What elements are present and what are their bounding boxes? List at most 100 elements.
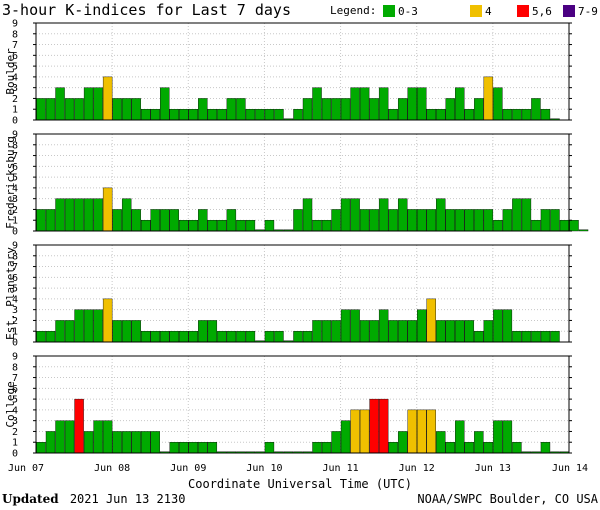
k-index-bar [179,331,189,343]
k-index-bar [340,309,351,343]
k-index-bar [321,220,332,232]
y-tick-label: 3 [12,416,18,427]
legend-swatch-1 [470,5,482,17]
k-index-bar [264,109,275,121]
k-index-bar [359,320,370,343]
k-index-bar [131,431,141,454]
legend-item-0: 0-3 [398,5,418,18]
k-index-bar [264,442,275,454]
k-index-bar [207,220,218,232]
k-index-bar [436,431,446,454]
k-index-bar [331,431,341,454]
k-index-bar [217,109,227,121]
k-index-bar [140,109,151,121]
k-index-bar [188,331,199,343]
k-index-bar [293,331,303,343]
k-index-bar [378,398,389,454]
k-index-bar [445,320,455,343]
k-index-bar [160,331,170,343]
k-index-bar [455,320,465,343]
y-tick-label: 4 [12,183,18,194]
x-tick-label: Jun 07 [8,463,44,474]
legend-label: Legend: [330,4,376,17]
k-index-bar [502,109,513,121]
k-index-bar [93,198,103,232]
k-index-bar [359,409,370,454]
k-index-bar [483,320,494,343]
k-index-bar [83,87,94,121]
k-index-bar [207,320,218,343]
k-index-bar [521,198,532,232]
y-tick-label: 6 [12,384,18,395]
k-index-bar [150,209,160,232]
k-index-bar [464,209,475,232]
panel-frame [35,133,570,232]
k-index-bar [64,198,75,232]
k-index-bar [293,109,303,121]
k-index-bar [559,220,570,232]
k-index-bar [169,109,179,121]
y-tick-label: 0 [12,227,18,238]
k-index-bar [493,87,503,121]
source-credit: NOAA/SWPC Boulder, CO USA [417,492,598,506]
k-index-bar [217,220,227,232]
k-index-bar [245,109,256,121]
k-index-bar [169,331,179,343]
k-index-bar [359,209,370,232]
y-tick-label: 8 [12,251,18,262]
k-index-bar [321,98,332,121]
k-index-bar [179,220,189,232]
k-index-bar [121,98,132,121]
k-index-bar [578,229,589,232]
k-index-bar [512,109,522,121]
y-tick-label: 7 [12,262,18,273]
k-index-bar [64,420,75,454]
k-index-bar [169,209,179,232]
k-index-bar [207,442,218,454]
k-index-bar [302,198,313,232]
k-index-bar [140,220,151,232]
k-index-bar [217,331,227,343]
k-index-bar [102,420,113,454]
k-index-bar [36,98,46,121]
k-index-bar [93,309,103,343]
k-index-bar [426,109,436,121]
k-index-bar [245,331,256,343]
k-index-bar [350,409,360,454]
panel-name: Est. Planetary [4,247,17,340]
k-index-bar [397,98,408,121]
panel-name: College [4,381,17,427]
k-index-bar [417,87,427,121]
y-tick-label: 9 [12,352,18,363]
k-index-bar [455,420,465,454]
y-tick-label: 7 [12,40,18,51]
k-index-bar [93,420,103,454]
k-index-bar [540,442,551,454]
k-index-bar [436,109,446,121]
k-index-bar [397,198,408,232]
k-index-bar [521,109,532,121]
k-index-bar [455,87,465,121]
k-index-bar [36,331,46,343]
y-tick-label: 6 [12,162,18,173]
k-index-bar [179,442,189,454]
k-index-bar [550,209,560,232]
k-index-bar [321,320,332,343]
k-index-bar [198,442,208,454]
k-index-bar [350,87,360,121]
k-index-bar [236,220,246,232]
k-index-bar [493,220,503,232]
k-index-bar [531,220,541,232]
k-index-bar [512,331,522,343]
k-index-bar [255,109,265,121]
k-index-bar [464,320,475,343]
k-index-bar [474,331,484,343]
k-index-bar [226,98,237,121]
k-index-bar [293,209,303,232]
y-tick-label: 4 [12,294,18,305]
k-index-bar [198,320,208,343]
k-index-bar [540,109,551,121]
y-tick-label: 2 [12,316,18,327]
